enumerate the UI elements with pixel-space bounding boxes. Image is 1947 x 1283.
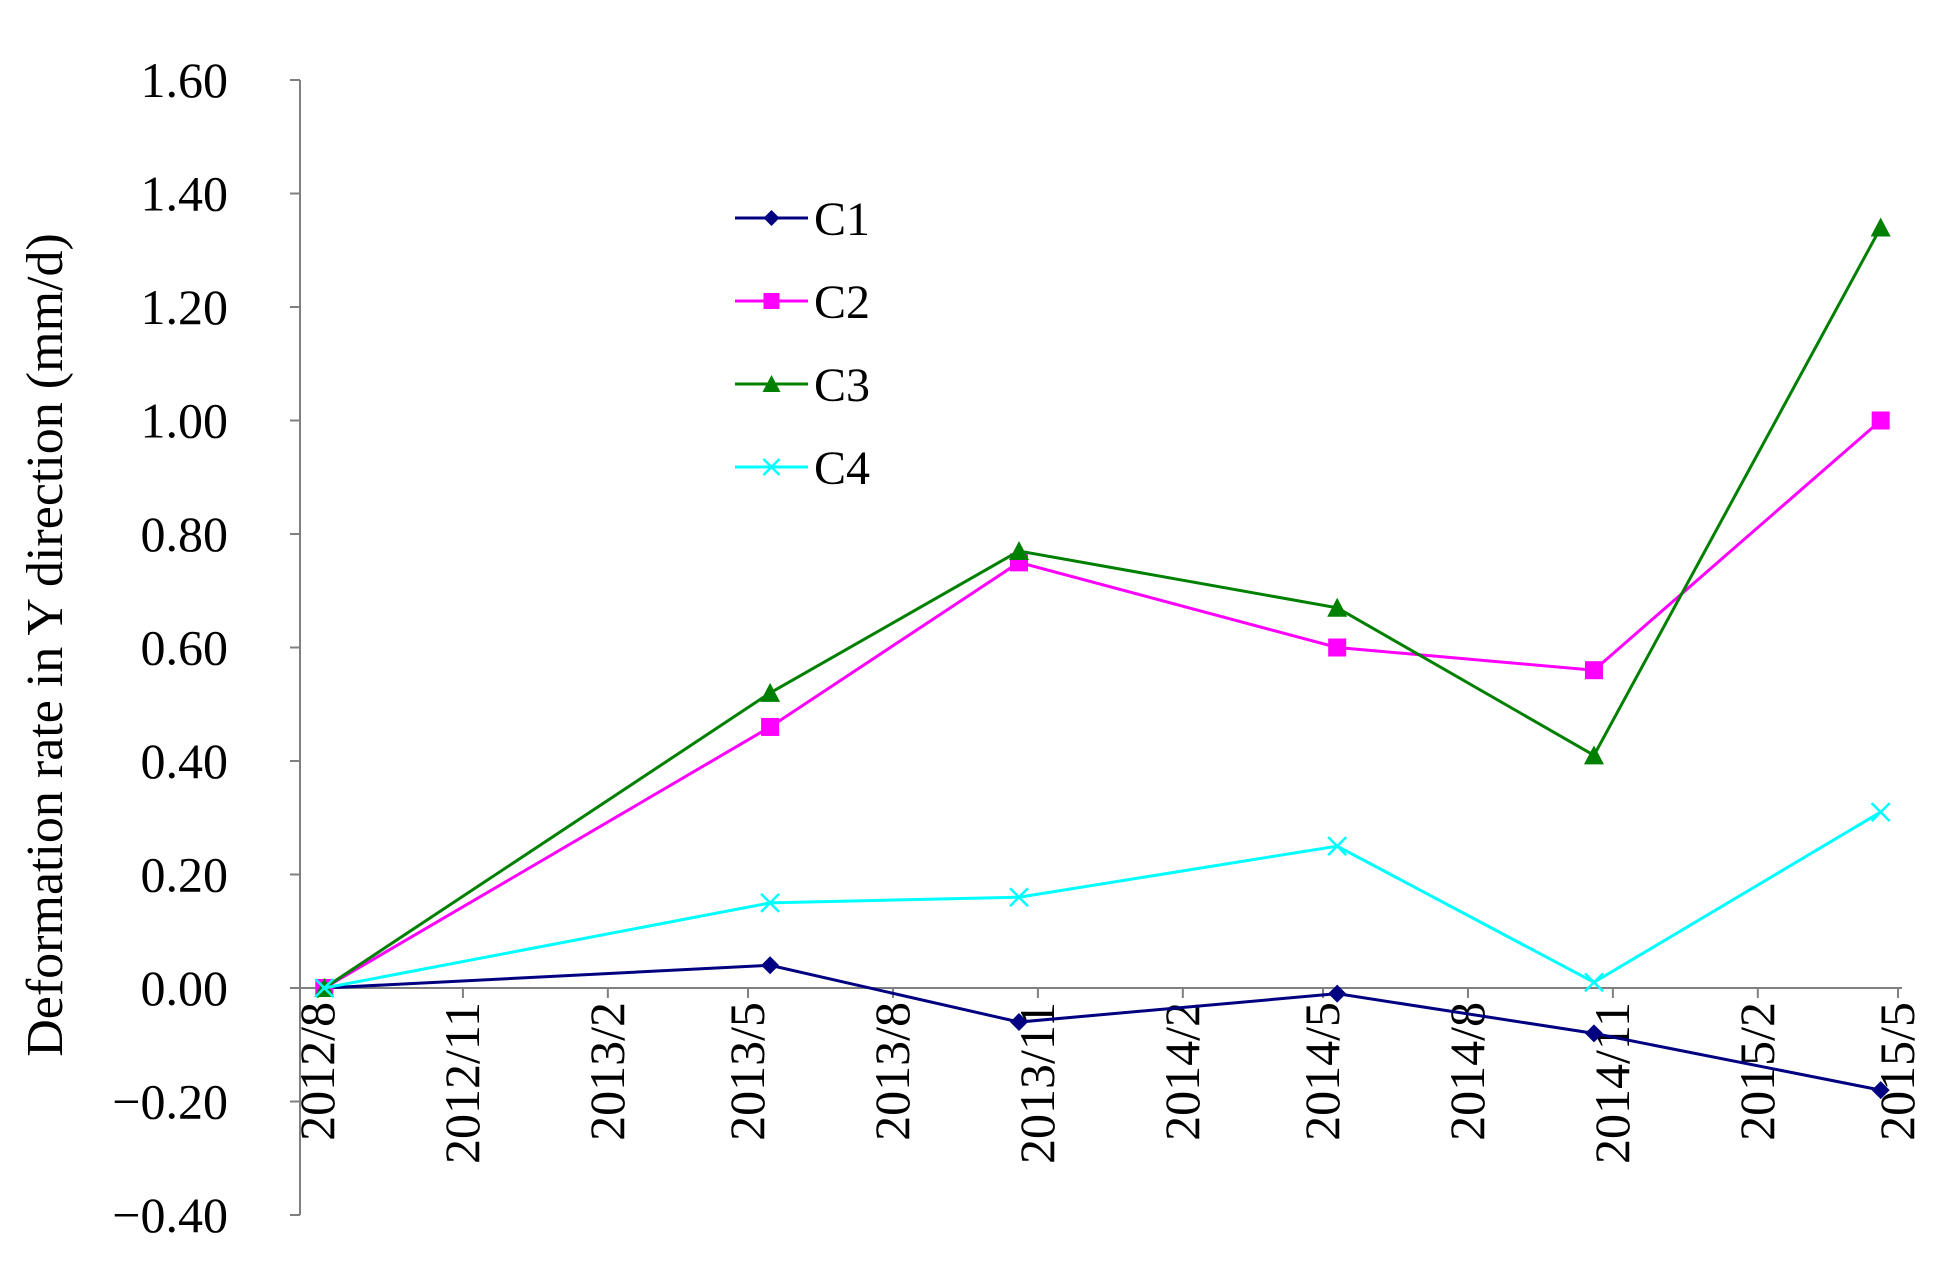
data-point-C4 xyxy=(1009,887,1029,908)
x-tick-label: 2013/8 xyxy=(864,1002,920,1141)
y-tick-label: −0.40 xyxy=(112,1187,228,1243)
y-tick-label: 0.40 xyxy=(141,733,229,789)
y-tick-label: 1.20 xyxy=(141,279,229,335)
y-tick-label: 1.60 xyxy=(141,52,229,108)
data-point-C3 xyxy=(760,682,781,702)
data-point-C3 xyxy=(1327,597,1348,617)
legend-item-C3: C3 xyxy=(735,359,870,412)
data-point-C4 xyxy=(760,892,780,913)
legend-item-C2: C2 xyxy=(735,276,870,329)
data-point-C4 xyxy=(1584,972,1604,993)
legend-label: C4 xyxy=(814,442,870,495)
legend-item-C4: C4 xyxy=(735,442,870,495)
data-point-C3 xyxy=(1583,745,1604,765)
series-C1 xyxy=(315,956,1890,1100)
legend-label: C2 xyxy=(814,276,870,329)
legend-item-C1: C1 xyxy=(735,193,870,246)
x-axis-ticks: 2012/8 2012/11 2013/2 2013/5 2013/8 2013/11 20… xyxy=(289,988,1925,1164)
y-tick-label: 1.40 xyxy=(141,166,229,222)
series-line-C2 xyxy=(323,419,1882,990)
x-tick-label: 2012/11 xyxy=(434,1002,490,1164)
series-layer xyxy=(314,217,1891,1100)
y-tick-label: 0.00 xyxy=(141,960,229,1016)
legend: C1 C2 C3 C4 xyxy=(735,193,870,495)
y-tick-label: 1.00 xyxy=(141,393,229,449)
x-tick-label: 2013/2 xyxy=(579,1002,635,1141)
series-line-C3 xyxy=(323,226,1882,990)
x-tick-label: 2014/5 xyxy=(1294,1002,1350,1141)
data-point-C2 xyxy=(761,717,780,736)
x-tick-label: 2014/2 xyxy=(1154,1002,1210,1141)
legend-marker xyxy=(763,210,780,226)
legend-marker xyxy=(762,375,781,392)
y-tick-label: 0.60 xyxy=(141,620,229,676)
data-point-C1 xyxy=(1328,984,1347,1003)
series-C3 xyxy=(314,217,1891,997)
x-tick-label: 2015/2 xyxy=(1729,1002,1785,1141)
y-tick-label: 0.80 xyxy=(141,506,229,562)
data-point-C2 xyxy=(1328,638,1347,657)
data-point-C2 xyxy=(1584,661,1603,680)
y-tick-label: 0.20 xyxy=(141,847,229,903)
data-point-C4 xyxy=(1870,802,1891,822)
series-line-C4 xyxy=(324,810,1882,990)
series-C4 xyxy=(314,802,1891,998)
data-point-C4 xyxy=(1327,836,1348,857)
series-line-C1 xyxy=(324,963,1881,1092)
y-axis-label: Deformation rate in Y direction (mm/d) xyxy=(17,233,74,1057)
y-axis-ticks: 1.60 1.40 1.20 1.00 0.80 0.60 0.40 0.20 0.00 −0.2… xyxy=(112,52,300,1243)
legend-marker xyxy=(762,458,781,476)
legend-label: C3 xyxy=(814,359,870,412)
x-tick-label: 2012/8 xyxy=(289,1002,345,1141)
legend-label: C1 xyxy=(814,193,870,246)
legend-marker xyxy=(763,293,780,309)
data-point-C3 xyxy=(1008,541,1029,561)
series-C2 xyxy=(315,411,1890,997)
x-tick-label: 2013/5 xyxy=(719,1002,775,1141)
data-point-C1 xyxy=(1584,1024,1603,1043)
x-tick-label: 2015/5 xyxy=(1869,1002,1925,1141)
data-point-C1 xyxy=(761,956,780,975)
data-point-C2 xyxy=(1871,411,1890,430)
x-tick-label: 2014/8 xyxy=(1439,1002,1495,1141)
y-tick-label: −0.20 xyxy=(112,1074,228,1130)
data-point-C3 xyxy=(1870,217,1891,237)
data-point-C4 xyxy=(314,978,335,998)
data-point-C1 xyxy=(1009,1013,1028,1032)
axes xyxy=(299,80,1902,1215)
data-point-C1 xyxy=(1871,1081,1890,1100)
